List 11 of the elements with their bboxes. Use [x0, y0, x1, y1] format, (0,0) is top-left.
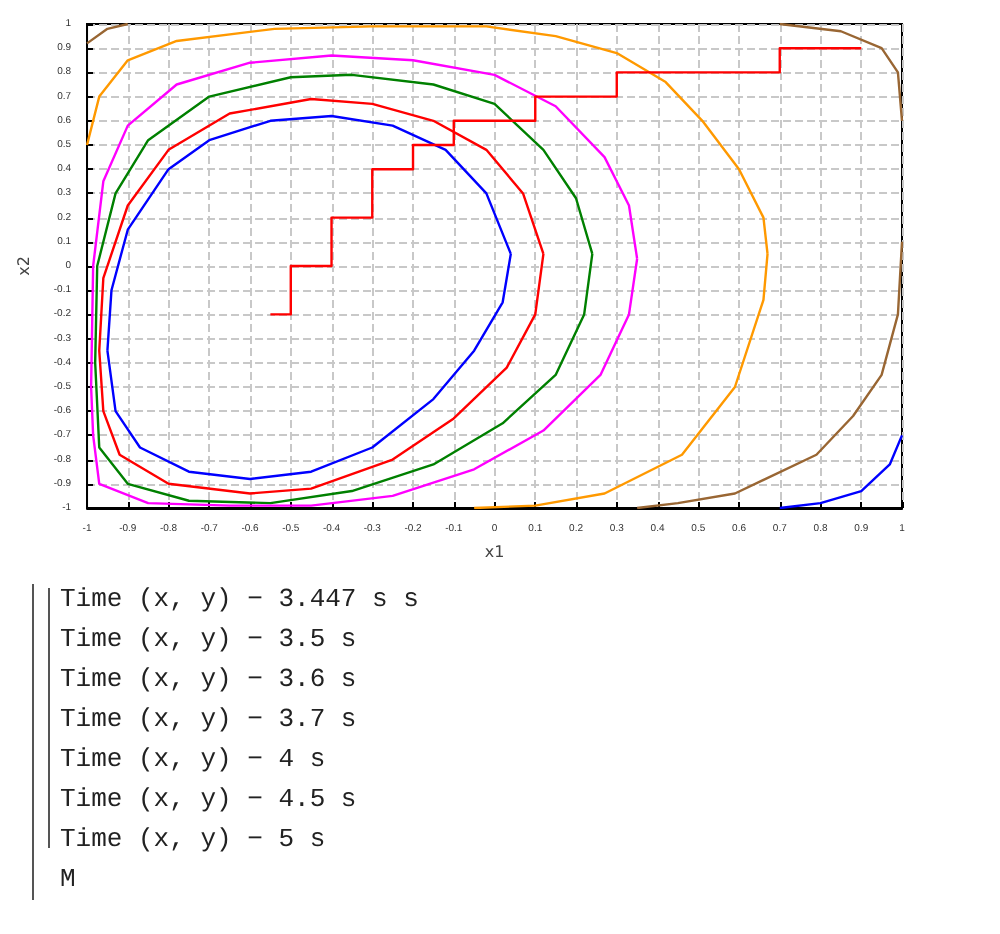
text: Time (x, y) − 3.6 s: [60, 662, 359, 698]
text: Time (x, y) − 4 s: [60, 742, 328, 778]
y-axis-title: x2: [15, 256, 33, 276]
text: Time (x, y) − 3.7 s: [60, 702, 359, 738]
text: Time (x, y) − 3.447 s s: [60, 582, 419, 618]
text: Time (x, y) − 5 s: [60, 822, 328, 858]
text: Time (x, y) − 3.5 s: [60, 622, 359, 658]
text: M: [60, 862, 78, 898]
line-series: [778, 434, 904, 510]
x-axis-title: x1: [484, 542, 505, 561]
text: Time (x, y) − 4.5 s: [60, 782, 359, 818]
